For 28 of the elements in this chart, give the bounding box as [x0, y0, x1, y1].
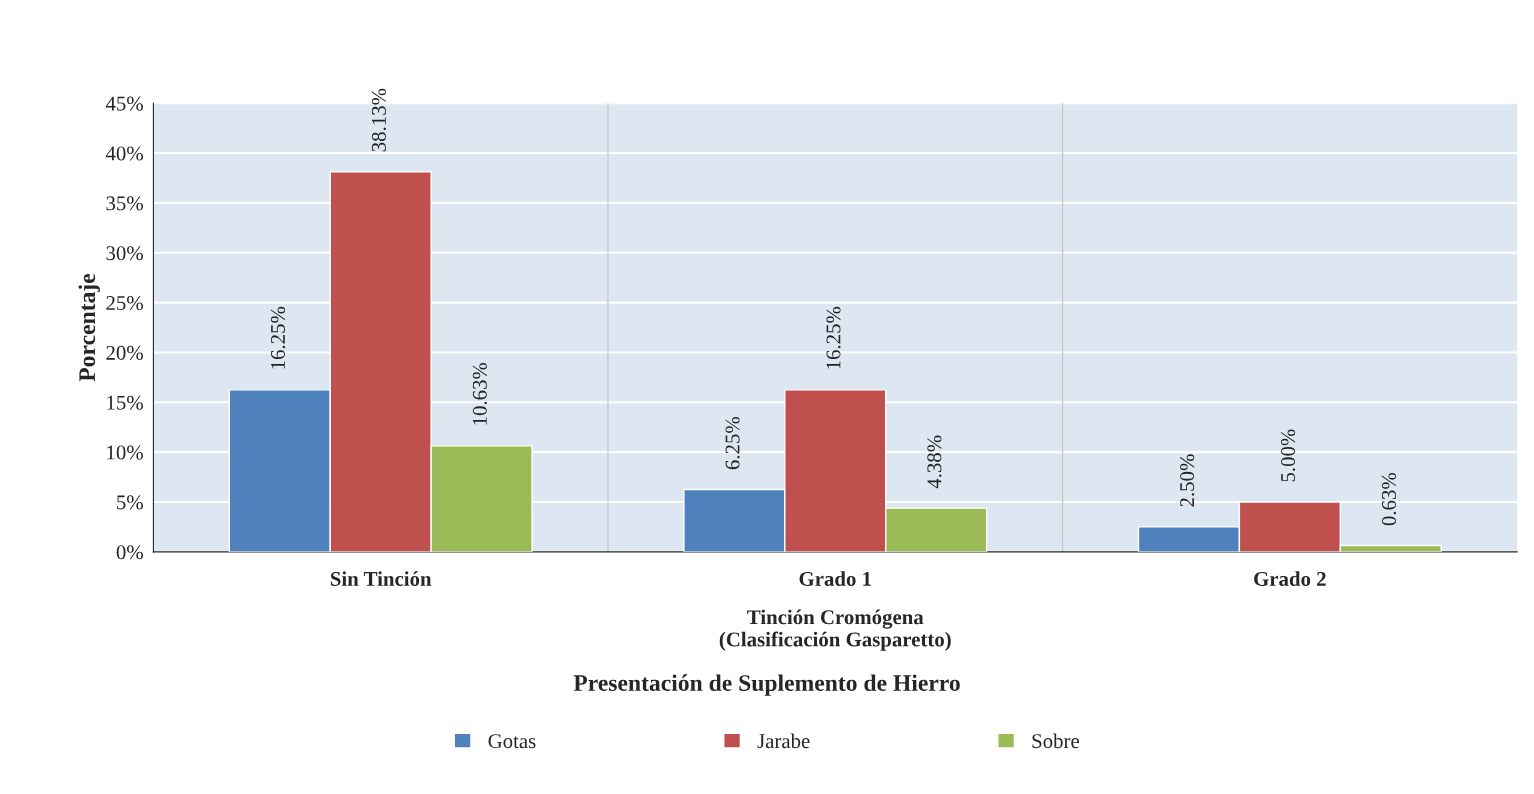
legend-label: Gotas: [488, 734, 536, 749]
data-label: 0.63%: [1381, 473, 1397, 526]
y-tick-label: 25%: [106, 295, 143, 311]
x-tick-label: Sin Tinción: [330, 571, 432, 586]
data-label: 16.25%: [270, 306, 286, 369]
y-tick-label: 5%: [117, 495, 143, 510]
data-label: 10.63%: [472, 362, 487, 425]
data-label: 4.38%: [927, 435, 942, 489]
data-label: 6.25%: [725, 416, 740, 470]
y-tick-label: 40%: [105, 146, 143, 161]
y-tick-label: 45%: [105, 96, 143, 111]
x-tick-label: Grado 1: [799, 571, 871, 586]
y-tick-label: 15%: [107, 395, 143, 410]
data-label: 2.50%: [1180, 454, 1195, 507]
legend-label: Sobre: [1032, 733, 1079, 749]
data-label: 16.25%: [826, 306, 841, 369]
y-axis-title: Porcentaje: [78, 273, 100, 382]
x-tick-label: Grado 2: [1254, 571, 1326, 586]
y-tick-label: 0%: [116, 545, 143, 560]
data-label: 5.00%: [1280, 429, 1296, 482]
y-tick-label: 20%: [106, 345, 143, 360]
y-tick-label: 30%: [106, 246, 143, 261]
x-axis-title: Tinción Cromógena (Clasificación Gasparetto): [719, 609, 951, 651]
y-tick-label: 35%: [106, 196, 143, 211]
legend-label: Jarabe: [757, 733, 810, 749]
y-tick-label: 10%: [107, 445, 143, 460]
text: Presentación de Suplemento de Hierro: [573, 674, 960, 696]
data-label: 38.13%: [371, 88, 386, 152]
